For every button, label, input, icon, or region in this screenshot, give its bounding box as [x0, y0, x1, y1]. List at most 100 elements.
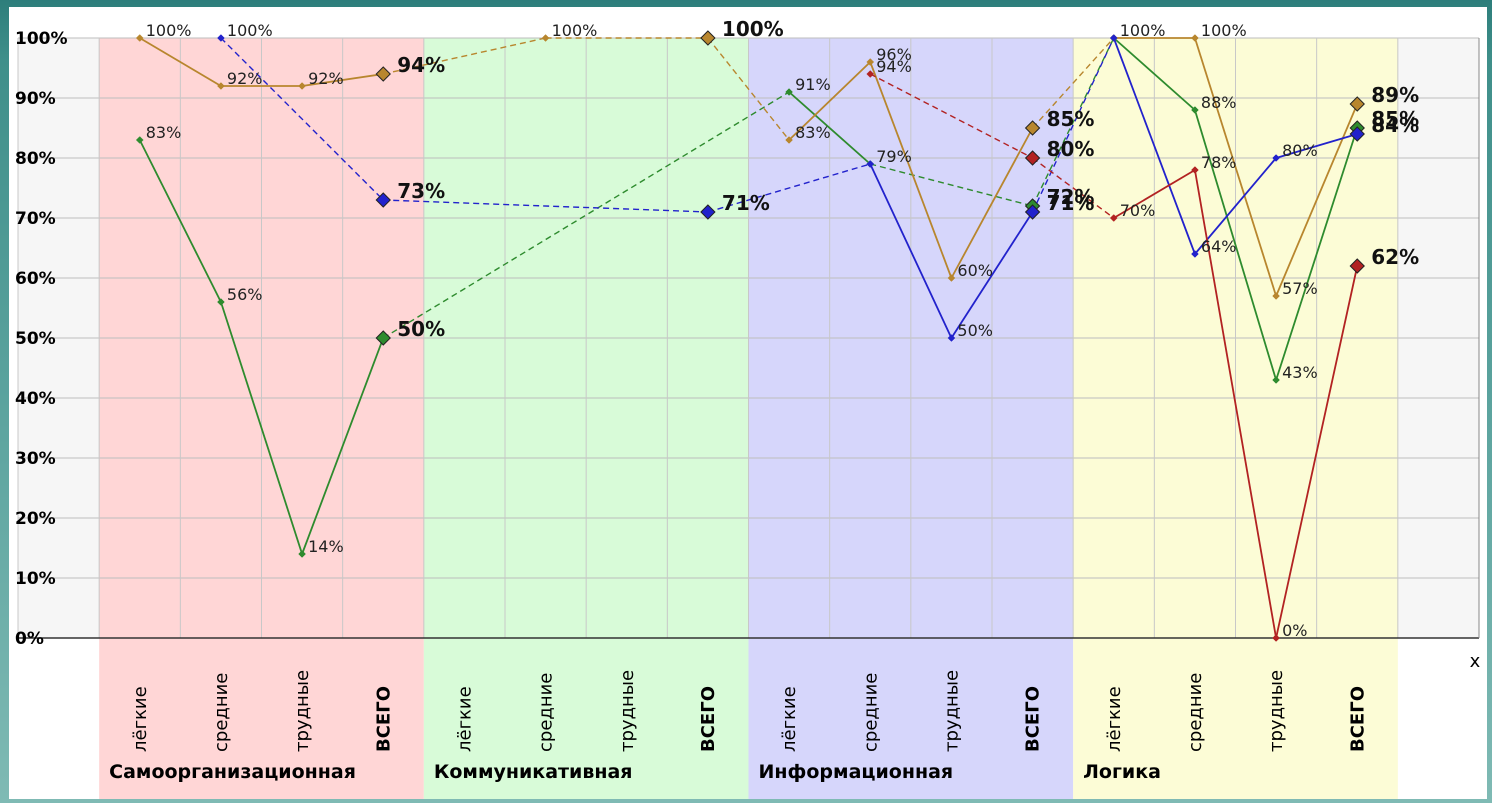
series-2-data-label: 100% — [722, 17, 784, 41]
series-2-segment — [383, 37, 546, 75]
series-4-data-label: 70% — [1120, 201, 1156, 220]
y-tick-label: 50% — [15, 329, 56, 349]
series-3-point — [375, 192, 391, 208]
series-1-segment — [870, 163, 1033, 207]
series-2-data-label: 100% — [146, 21, 192, 40]
series-2-point — [1191, 34, 1199, 42]
series-4-point — [1191, 166, 1199, 174]
series-3-point — [866, 160, 875, 168]
series-3-segment — [220, 37, 384, 201]
series-4-data-label: 62% — [1371, 245, 1419, 269]
series-1-data-label: 56% — [227, 285, 263, 304]
series-2-point — [217, 82, 225, 90]
series-2-point — [785, 136, 793, 144]
series-1-segment — [138, 139, 222, 303]
x-axis-label: x — [1470, 651, 1481, 672]
x-category-label: средние — [860, 673, 881, 752]
x-category-label: лёгкие — [454, 686, 475, 752]
series-3-segment — [1194, 157, 1277, 255]
series-1-segment — [220, 301, 303, 555]
y-tick-label: 30% — [15, 449, 56, 469]
series-3-point — [1024, 204, 1041, 220]
series-1-data-label: 43% — [1282, 363, 1318, 382]
series-3-segment — [383, 199, 708, 213]
series-3-data-label: 71% — [1047, 191, 1095, 215]
series-1-data-label: 14% — [308, 537, 344, 556]
series-3-segment — [950, 211, 1034, 339]
series-1-point — [217, 298, 225, 306]
series-4-point — [1349, 258, 1365, 274]
series-2-data-label: 89% — [1371, 83, 1419, 107]
series-3-point — [1272, 154, 1280, 162]
point-labels: 83% 56% 14% 50% 91% 79% 72% 88% 43% 85% 100% 92% 92%… — [146, 17, 1419, 640]
series-3-data-label: 71% — [722, 191, 770, 215]
series-1-segment — [1275, 127, 1359, 381]
series-2-segment — [1275, 103, 1359, 297]
series-1-point — [135, 136, 144, 144]
series-3-point — [1191, 250, 1199, 258]
series-2-point — [135, 34, 144, 42]
x-category-label: ВСЕГО — [373, 686, 394, 752]
series-3-segment — [1112, 37, 1196, 255]
series-2-data-label: 92% — [308, 69, 344, 88]
series-2-segment — [1032, 37, 1115, 129]
series-2-segment — [1194, 37, 1277, 297]
chart-frame: 0% 10% 20% 30% 40% 50% 60% 70% 80% 90% 100% x лёгк… — [9, 7, 1487, 799]
series-3-point — [947, 334, 956, 342]
series-2-data-label: 83% — [795, 123, 831, 142]
series-1-data-label: 79% — [876, 147, 912, 166]
series-1-data-label: 83% — [146, 123, 182, 142]
y-tick-label: 40% — [15, 389, 56, 409]
series-3-segment — [869, 163, 953, 339]
series-2-data-label: 96% — [876, 45, 912, 64]
series-1-point — [1272, 376, 1280, 384]
x-category-label: трудные — [941, 670, 962, 752]
series-2-point — [298, 82, 306, 90]
series-1-data-label: 88% — [1201, 93, 1237, 112]
series-1-data-label: 91% — [795, 75, 831, 94]
y-tick-label: 100% — [15, 29, 68, 49]
series-1-data-label: 85% — [1371, 107, 1419, 131]
y-tick-label: 90% — [15, 89, 56, 109]
series-1-segment — [301, 337, 385, 555]
y-tick-label: 10% — [15, 569, 56, 589]
series-4-segment — [1275, 265, 1359, 639]
series-4-data-label: 0% — [1282, 621, 1307, 640]
x-category-label: ВСЕГО — [1023, 686, 1044, 752]
series-4-point — [1024, 150, 1041, 166]
series-3-segment — [1031, 37, 1115, 213]
series-1-segment — [382, 91, 790, 339]
line-chart: 0% 10% 20% 30% 40% 50% 60% 70% 80% 90% 100% x лёгк… — [15, 17, 1481, 799]
group-label: Самоорганизационная — [109, 761, 356, 783]
series-4-segment — [1194, 169, 1277, 639]
y-tick-label: 20% — [15, 509, 56, 529]
x-axis: x лёгкие средние трудные ВСЕГО Самоорганизац… — [109, 651, 1481, 783]
series-1-point — [298, 550, 306, 558]
series-2-point — [1349, 96, 1365, 112]
y-tick-label: 0% — [15, 629, 44, 649]
y-tick-label: 80% — [15, 149, 56, 169]
series-2-segment — [788, 61, 871, 141]
series-2-segment — [301, 73, 384, 87]
series-3-data-label: 84% — [1371, 113, 1419, 137]
series-1-point — [785, 88, 793, 96]
series-4-segment — [1032, 157, 1115, 219]
x-category-label: лёгкие — [1104, 686, 1125, 752]
series-2-point — [700, 30, 716, 46]
series-1-data-label: 50% — [397, 317, 445, 341]
series-2-point — [1024, 120, 1041, 136]
series-2-data-label: 60% — [957, 261, 993, 280]
group-label: Коммуникативная — [434, 761, 633, 783]
series-3-segment — [707, 163, 871, 213]
series-2-data-label: 100% — [1120, 21, 1166, 40]
series-2-point — [866, 58, 875, 66]
series-2-data-label: 100% — [552, 21, 598, 40]
series-1-segment — [788, 91, 871, 165]
series-2-data-label: 85% — [1047, 107, 1095, 131]
series-3-data-label: 50% — [957, 321, 993, 340]
series-2-segment — [869, 61, 953, 279]
y-tick-label: 70% — [15, 209, 56, 229]
x-category-label: лёгкие — [779, 686, 800, 752]
series-2-point — [375, 66, 391, 82]
series-3-point — [1349, 126, 1365, 142]
